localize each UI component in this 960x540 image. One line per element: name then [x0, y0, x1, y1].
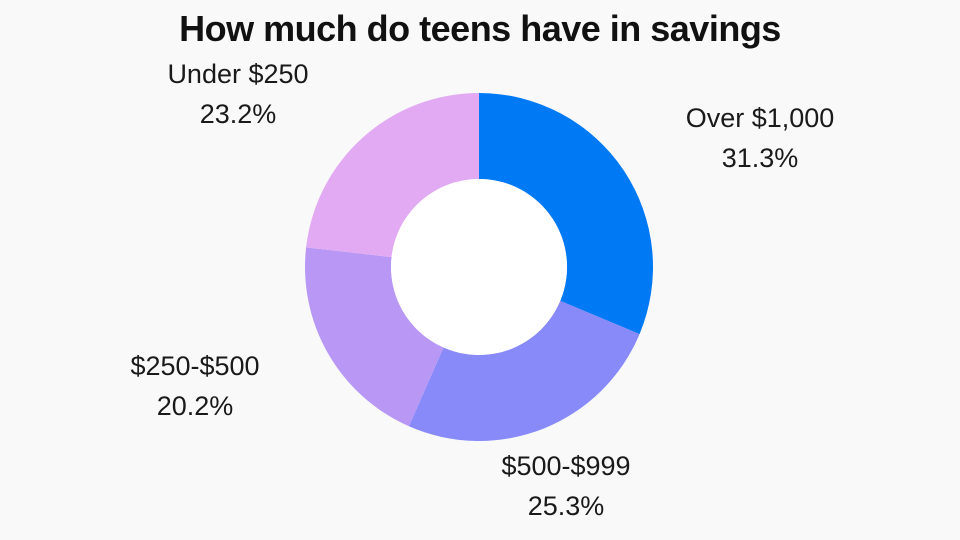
slice-value-250-500: 20.2%	[157, 391, 234, 421]
slice-label-250-500: $250-$500	[130, 351, 259, 381]
slice-labels: Over $1,000 31.3% $500-$999 25.3% $250-$500 2…	[130, 59, 834, 521]
slice-over-1-000	[479, 93, 653, 335]
slice-under-250	[306, 93, 479, 258]
slice-label-500-999: $500-$999	[501, 451, 630, 481]
donut-hole	[391, 179, 567, 355]
donut-slices	[305, 93, 653, 441]
slice-value-under-250: 23.2%	[200, 99, 277, 129]
slice-250-500	[305, 247, 444, 427]
slice-label-under-250: Under $250	[167, 59, 308, 89]
chart-title: How much do teens have in savings	[179, 8, 781, 49]
slice-500-999	[408, 300, 640, 441]
slice-value-500-999: 25.3%	[528, 491, 605, 521]
slice-label-over-1-000: Over $1,000	[686, 103, 835, 133]
slice-value-over-1-000: 31.3%	[722, 143, 799, 173]
